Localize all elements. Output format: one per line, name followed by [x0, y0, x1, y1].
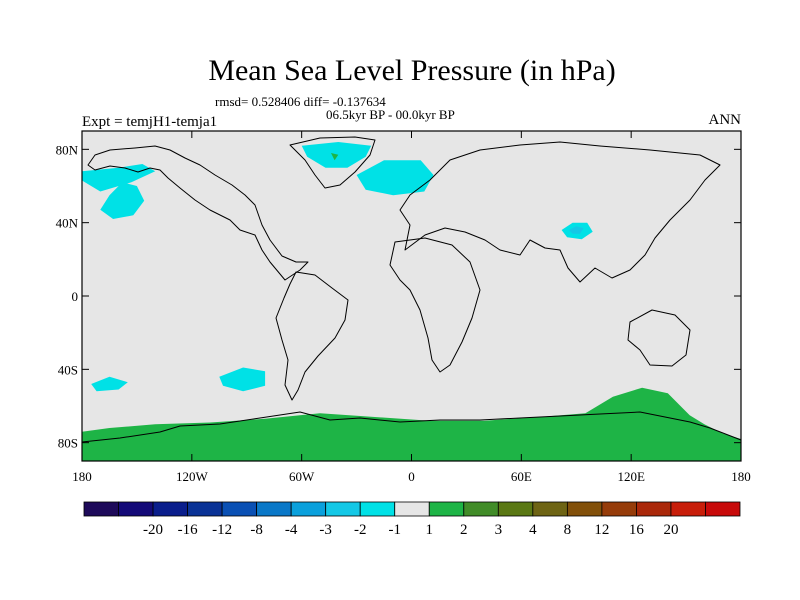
- colorbar-swatch: [463, 501, 499, 517]
- colorbar-swatch: [359, 501, 396, 517]
- coastline-antarctica: [81, 411, 742, 443]
- coastline-eurasia: [399, 141, 721, 283]
- colorbar-label: -3: [319, 522, 332, 538]
- colorbar-swatch: [83, 501, 119, 517]
- stats-label: rmsd= 0.528406 diff= -0.137634: [215, 94, 386, 109]
- y-tick-label: 40N: [56, 216, 79, 231]
- colorbar-swatch: [118, 501, 154, 517]
- colorbar-label: 4: [529, 522, 537, 538]
- colorbar-swatch: [187, 501, 223, 517]
- colorbar-swatch: [325, 501, 361, 517]
- colorbar-swatch: [221, 501, 258, 517]
- season-label: ANN: [709, 112, 742, 128]
- colorbar-label: 3: [495, 522, 503, 538]
- colorbar-swatch: [670, 501, 706, 517]
- norwegian-sea-anomaly: [356, 160, 434, 196]
- chart-title: Mean Sea Level Pressure (in hPa): [208, 54, 615, 87]
- colorbar-label: -20: [143, 522, 163, 538]
- colorbar-label: -1: [388, 522, 401, 538]
- colorbar-swatch: [290, 501, 327, 517]
- colorbar-label: -12: [212, 522, 232, 538]
- colorbar-label: 2: [460, 522, 468, 538]
- colorbar-label: 8: [564, 522, 572, 538]
- north-pacific-anomaly: [82, 164, 156, 192]
- coastline-greenland: [289, 136, 376, 189]
- southeast-pacific-anomaly: [219, 367, 266, 392]
- colorbar-swatch: [705, 501, 741, 517]
- y-tick-label: 0: [72, 289, 79, 304]
- coastline-north-america: [87, 145, 309, 281]
- x-tick-label: 0: [408, 469, 415, 484]
- colorbar-label: -2: [354, 522, 367, 538]
- colorbar-swatch: [636, 501, 672, 517]
- x-tick-label: 120W: [176, 469, 209, 484]
- tibet-core: [568, 226, 584, 234]
- colorbar-label: 20: [663, 522, 678, 538]
- colorbar-label: 1: [426, 522, 434, 538]
- aleutian-anomaly: [100, 182, 145, 219]
- y-axis: 80N 40N 0 40S 80S: [56, 142, 741, 451]
- y-tick-label: 80S: [58, 436, 78, 451]
- colorbar-label: -8: [250, 522, 263, 538]
- x-axis: 180 120W 60W 0 60E 120E 180: [72, 131, 751, 484]
- colorbar-label: 16: [629, 522, 645, 538]
- period-label: 06.5kyr BP - 00.0kyr BP: [326, 107, 455, 122]
- x-tick-label: 60E: [511, 469, 532, 484]
- anomaly-regions: [82, 142, 741, 461]
- colorbar-swatch: [497, 501, 534, 517]
- colorbar-swatch: [152, 501, 188, 517]
- colorbar-swatch: [256, 501, 292, 517]
- colorbar-swatch: [601, 501, 637, 517]
- colorbar-swatch: [394, 501, 430, 517]
- x-tick-label: 180: [731, 469, 751, 484]
- coastline-south-america: [275, 271, 349, 401]
- coastline-layer: [81, 136, 742, 443]
- colorbar-label: -16: [178, 522, 198, 538]
- antarctic-positive: [82, 387, 741, 461]
- coastline-australia: [627, 309, 691, 367]
- colorbar: -20 -16 -12 -8 -4 -3 -2 -1 1 2 3 4 8 12 16 20: [83, 501, 741, 538]
- experiment-label: Expt = temjH1-temja1: [82, 114, 217, 130]
- y-tick-label: 40S: [58, 362, 78, 377]
- coastline-africa: [389, 237, 481, 373]
- south-pacific-anomaly: [91, 376, 128, 392]
- colorbar-swatch: [566, 501, 603, 517]
- x-tick-label: 60W: [289, 469, 315, 484]
- greenland-positive: [331, 153, 339, 161]
- colorbar-label: -4: [285, 522, 298, 538]
- colorbar-swatch: [532, 501, 568, 517]
- x-tick-label: 120E: [617, 469, 645, 484]
- colorbar-label: 12: [594, 522, 609, 538]
- colorbar-swatch: [428, 501, 465, 517]
- x-tick-label: 180: [72, 469, 92, 484]
- y-tick-label: 80N: [56, 142, 79, 157]
